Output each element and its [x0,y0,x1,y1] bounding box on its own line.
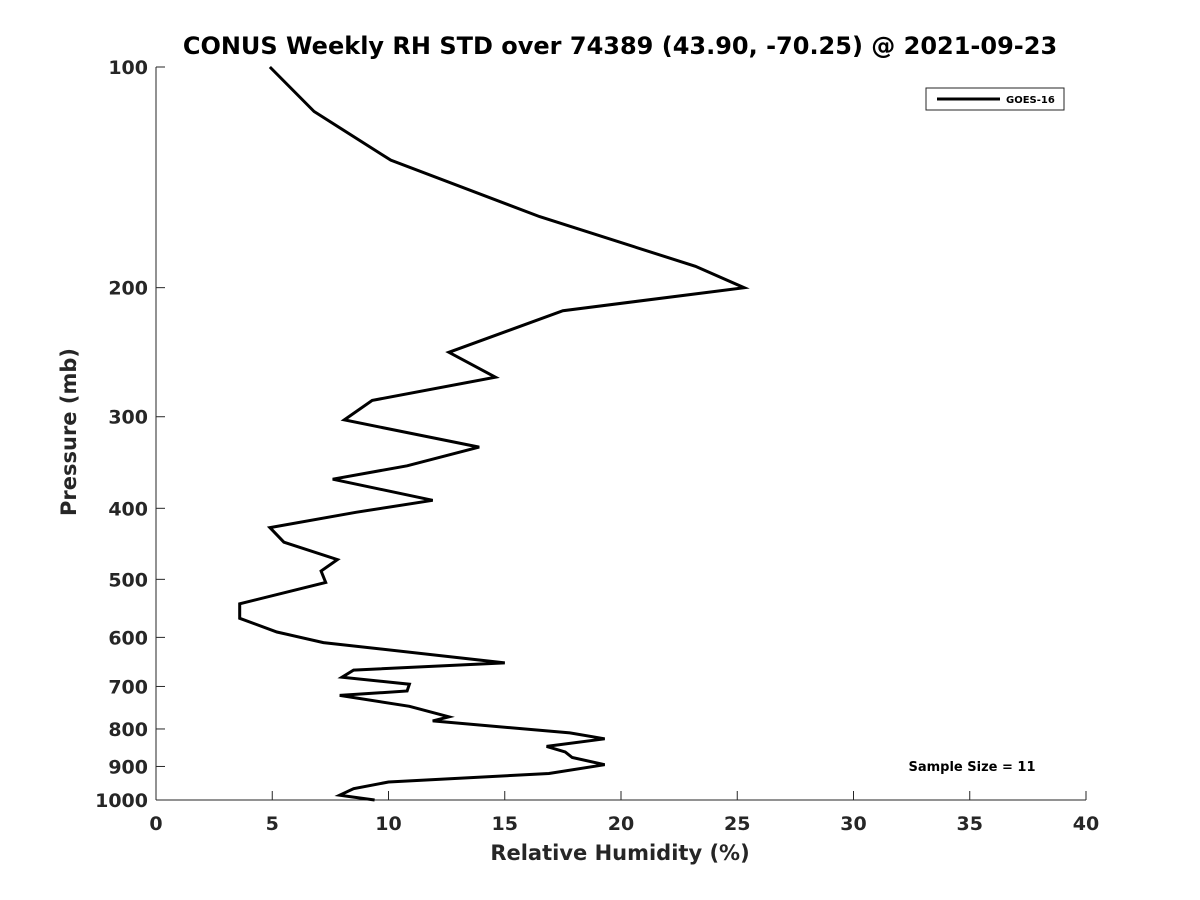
x-axis-label: Relative Humidity (%) [490,841,749,865]
legend: GOES-16 [925,87,1065,111]
axes: 0 5 10 15 20 25 30 35 40 100 200 300 400 500 600 700 800… [95,57,1099,835]
plot-lines [238,65,750,802]
legend-entry-label: GOES-16 [1006,95,1055,106]
y-tick-label: 400 [108,498,148,520]
sample-size-annotation: Sample Size = 11 [908,760,1035,775]
series-line-goes16 [238,65,750,802]
x-tick-label: 15 [492,813,518,835]
x-tick-label: 0 [149,813,162,835]
y-tick-label: 600 [108,627,148,649]
x-tick-label: 10 [375,813,401,835]
y-tick-label: 200 [108,278,148,300]
x-tick-label: 40 [1073,813,1099,835]
y-tick-label: 900 [108,756,148,778]
y-tick-label: 500 [108,569,148,591]
x-tick-label: 5 [266,813,279,835]
y-tick-label: 1000 [95,790,148,812]
x-tick-label: 30 [840,813,866,835]
y-tick-label: 300 [108,407,148,429]
y-tick-label: 700 [108,676,148,698]
y-tick-label: 100 [108,57,148,79]
x-tick-label: 25 [724,813,750,835]
chart-title: CONUS Weekly RH STD over 74389 (43.90, -… [183,32,1057,60]
y-tick-label: 800 [108,719,148,741]
x-tick-label: 20 [608,813,634,835]
x-tick-label: 35 [957,813,983,835]
y-axis-label: Pressure (mb) [57,348,81,516]
